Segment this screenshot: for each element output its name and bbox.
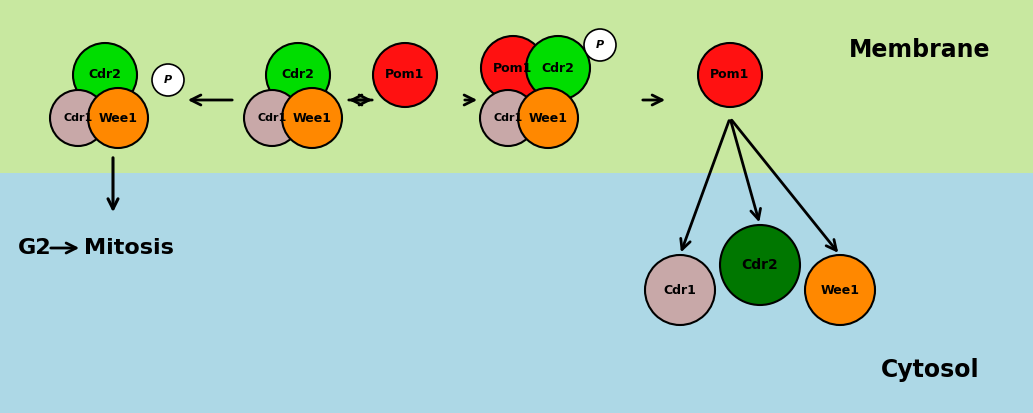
Circle shape	[267, 43, 330, 107]
Bar	[0, 0, 1033, 173]
Text: Cdr2: Cdr2	[89, 69, 122, 81]
Circle shape	[720, 225, 800, 305]
Text: Wee1: Wee1	[529, 112, 567, 124]
Text: Membrane: Membrane	[848, 38, 990, 62]
Text: Cdr1: Cdr1	[63, 113, 93, 123]
Text: Mitosis: Mitosis	[84, 238, 174, 258]
Text: Cdr1: Cdr1	[494, 113, 523, 123]
Text: Wee1: Wee1	[292, 112, 332, 124]
Circle shape	[481, 36, 545, 100]
Circle shape	[282, 88, 342, 148]
Circle shape	[373, 43, 437, 107]
Text: Cdr2: Cdr2	[541, 62, 574, 74]
Circle shape	[88, 88, 148, 148]
Text: Cdr1: Cdr1	[257, 113, 286, 123]
Text: Cdr1: Cdr1	[663, 283, 696, 297]
Text: Pom1: Pom1	[711, 69, 750, 81]
Text: Cytosol: Cytosol	[881, 358, 980, 382]
Text: Cdr2: Cdr2	[282, 69, 314, 81]
Text: P: P	[164, 75, 173, 85]
Circle shape	[244, 90, 300, 146]
Circle shape	[698, 43, 762, 107]
Text: P: P	[596, 40, 604, 50]
Text: Wee1: Wee1	[820, 283, 859, 297]
Text: Pom1: Pom1	[494, 62, 533, 74]
Circle shape	[645, 255, 715, 325]
Circle shape	[805, 255, 875, 325]
Circle shape	[526, 36, 590, 100]
Circle shape	[73, 43, 137, 107]
Circle shape	[50, 90, 106, 146]
Text: Pom1: Pom1	[385, 69, 425, 81]
Circle shape	[152, 64, 184, 96]
Text: G2: G2	[18, 238, 52, 258]
Circle shape	[518, 88, 578, 148]
Text: Wee1: Wee1	[98, 112, 137, 124]
Circle shape	[584, 29, 616, 61]
Text: Cdr2: Cdr2	[742, 258, 779, 272]
Circle shape	[480, 90, 536, 146]
